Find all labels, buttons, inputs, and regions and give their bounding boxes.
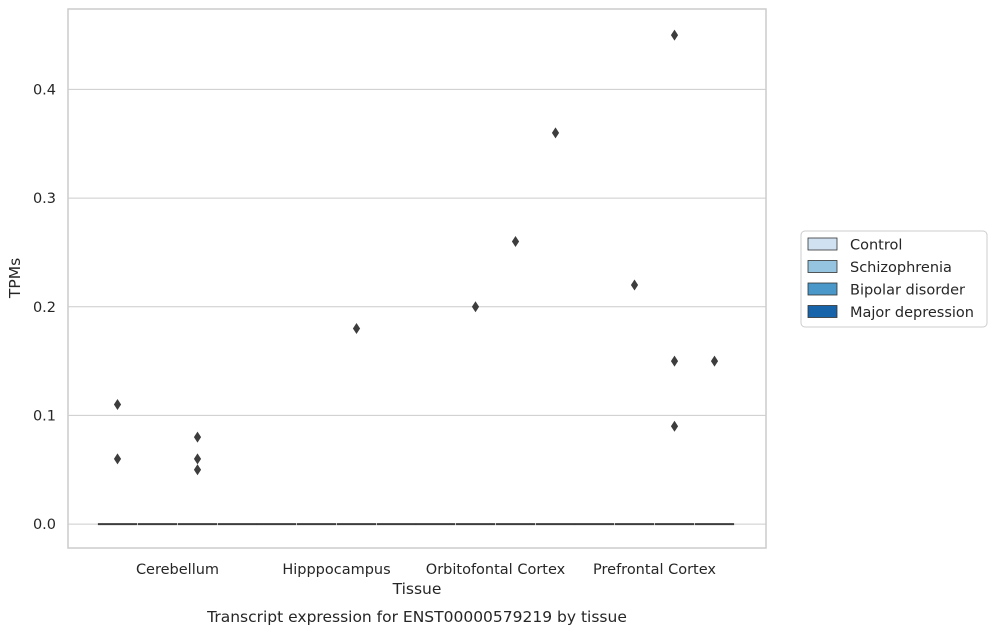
outlier-point [551,127,560,139]
x-axis-label: Tissue [392,580,442,598]
legend-label: Control [850,238,902,254]
grid-lines [68,88,766,525]
legend-label: Major depression [850,305,974,321]
outlier-point [511,236,520,248]
y-axis-ticks: 0.0 0.1 0.2 0.3 0.4 [33,82,56,533]
y-tick-label: 0.0 [33,517,56,533]
outlier-point [670,420,679,432]
legend-swatch [807,237,838,251]
legend: Control Schizophrenia Bipolar disorder Majo… [800,230,988,328]
legend-label: Bipolar disorder [850,283,965,299]
outlier-point [670,29,679,41]
legend-label: Schizophrenia [850,260,952,276]
legend-swatch [807,260,838,273]
plot-frame [67,8,767,549]
x-tick-label: Orbitofontal Cortex [426,562,566,578]
x-tick-label: Prefrontal Cortex [593,562,716,578]
outlier-point [113,399,122,411]
outlier-point [193,453,202,465]
outlier-point [113,453,122,465]
legend-box [800,230,988,328]
y-tick-label: 0.1 [33,408,56,424]
x-tick-label: Hipppocampus [282,562,390,578]
y-axis-label: TPMs [6,258,24,299]
y-tick-label: 0.3 [33,191,56,207]
y-tick-label: 0.4 [33,82,56,98]
y-tick-label: 0.2 [33,300,56,316]
legend-swatch [807,305,838,318]
outlier-point [630,279,639,291]
outlier-point [670,355,679,367]
outlier-point [352,322,361,334]
x-tick-label: Cerebellum [136,562,219,578]
outlier-point [193,431,202,443]
outlier-point [710,355,719,367]
x-axis-ticks: Cerebellum Hipppocampus Orbitofontal Corte… [136,562,716,578]
outlier-point [471,301,480,313]
chart-caption: Transcript expression for ENST0000057921… [206,608,627,626]
legend-swatch [807,282,838,296]
outlier-point [193,464,202,476]
outlier-markers [113,29,719,476]
